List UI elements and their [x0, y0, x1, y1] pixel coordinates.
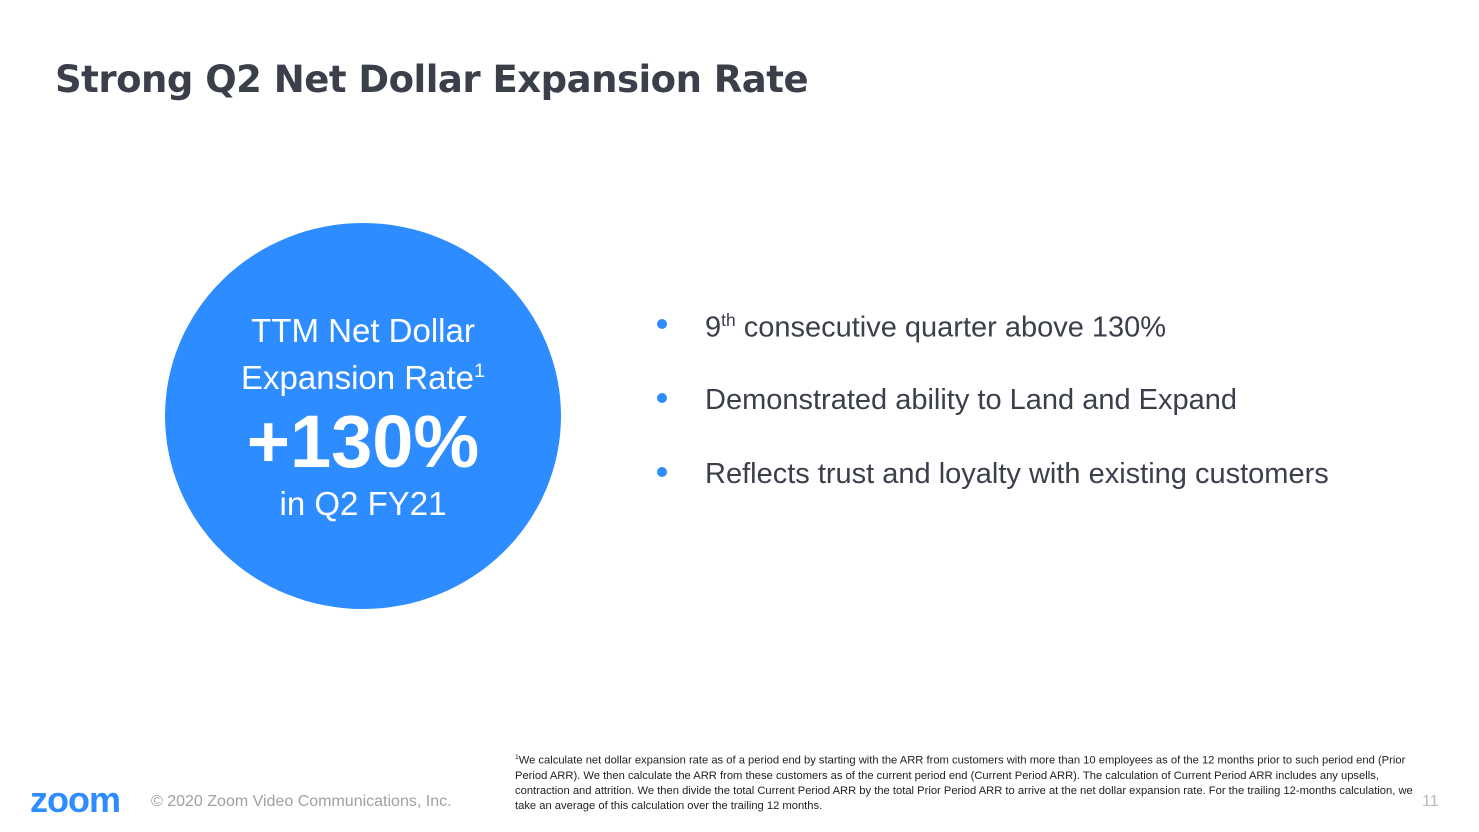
- bullet-sup: th: [721, 310, 736, 330]
- metric-period: in Q2 FY21: [279, 485, 447, 522]
- bullet-dot-icon: [657, 319, 667, 329]
- bullet-dot-icon: [657, 467, 667, 477]
- metric-label: TTM Net Dollar Expansion Rate1: [165, 311, 561, 398]
- metric-label-line2: Expansion Rate: [241, 359, 474, 396]
- bullet-item: 9th consecutive quarter above 130%: [655, 310, 1329, 384]
- bullet-dot-icon: [657, 393, 667, 403]
- page-number: 11: [1422, 793, 1439, 810]
- bullet-text: Reflects trust and loyalty with existing…: [705, 458, 1329, 490]
- bullet-number: 9: [705, 311, 722, 344]
- metric-circle: TTM Net Dollar Expansion Rate1 +130% in Q…: [165, 223, 561, 609]
- copyright: © 2020 Zoom Video Communications, Inc.: [151, 793, 452, 810]
- footnote-text: We calculate net dollar expansion rate a…: [515, 754, 1413, 812]
- bullet-item: Reflects trust and loyalty with existing…: [655, 458, 1329, 532]
- metric-label-line1: TTM Net Dollar: [251, 312, 475, 349]
- bullet-list: 9th consecutive quarter above 130% Demon…: [655, 310, 1329, 532]
- footnote: 1We calculate net dollar expansion rate …: [515, 750, 1425, 814]
- zoom-logo: zoom: [30, 779, 121, 820]
- footnote-ref: 1: [473, 360, 485, 382]
- bullet-text: Demonstrated ability to Land and Expand: [705, 384, 1238, 416]
- metric-value: +130%: [246, 400, 480, 483]
- bullet-item: Demonstrated ability to Land and Expand: [655, 384, 1329, 458]
- slide-title: Strong Q2 Net Dollar Expansion Rate: [55, 58, 809, 101]
- bullet-text: consecutive quarter above 130%: [735, 311, 1167, 344]
- footnote-mark: 1: [515, 754, 519, 761]
